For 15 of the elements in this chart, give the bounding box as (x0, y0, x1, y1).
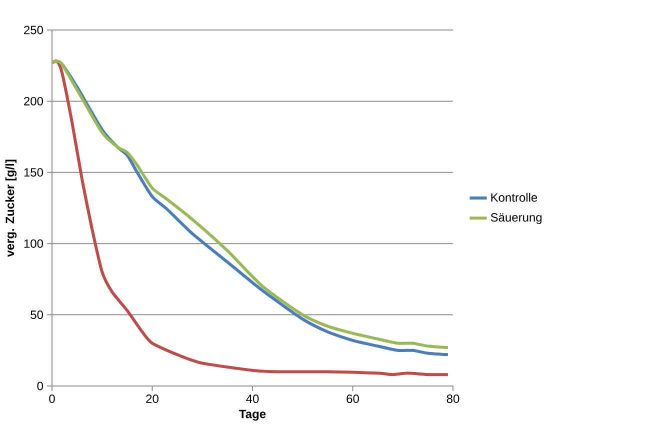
x-tick-label: 80 (446, 394, 460, 404)
x-tick-label: 40 (246, 394, 259, 404)
y-tick-label: 0 (37, 382, 44, 390)
y-tick-label: 250 (24, 26, 44, 34)
y-tick-label: 50 (30, 310, 44, 320)
y-tick-label: 200 (24, 96, 44, 106)
x-tick-label: 60 (346, 394, 359, 404)
x-axis-title: Tage (239, 410, 266, 421)
legend-label: Säuerung (490, 213, 542, 224)
x-tick-label: 0 (49, 394, 55, 404)
legend-label: Kontrolle (491, 192, 538, 202)
y-axis-title: verg. Zucker [g/l] (5, 160, 17, 257)
x-tick-label: 20 (146, 394, 158, 404)
y-tick-label: 100 (24, 239, 44, 248)
y-tick-label: 150 (24, 168, 44, 177)
